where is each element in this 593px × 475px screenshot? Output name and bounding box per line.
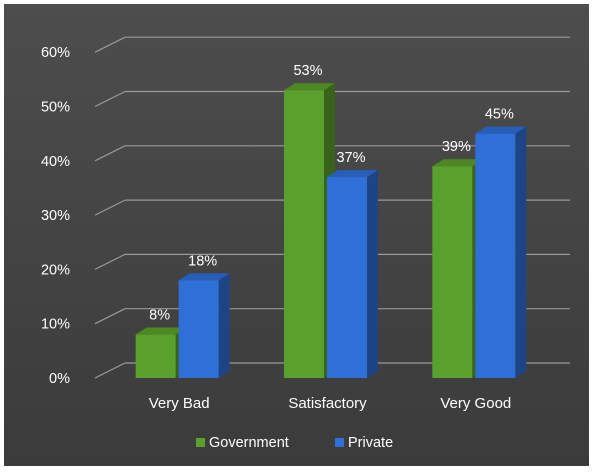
x-tick-label: Very Bad: [149, 395, 210, 412]
legend-swatch: [335, 438, 344, 447]
bar-private-very-good: [475, 126, 527, 379]
y-axis-ticks: 0% 10% 20% 30% 40% 50% 60%: [41, 45, 70, 387]
x-tick-label: Satisfactory: [288, 395, 367, 412]
y-tick-label: 20%: [41, 262, 70, 278]
bar-side: [218, 273, 230, 378]
y-tick-label: 60%: [41, 45, 70, 61]
y-tick-label: 30%: [41, 208, 70, 224]
gridline-depth: [94, 36, 126, 53]
data-label: 37%: [336, 150, 365, 166]
bars: [135, 83, 527, 379]
bar-top: [284, 83, 335, 91]
bar-private-very-bad: [178, 273, 230, 378]
gridline-depth: [94, 145, 126, 162]
bar-front: [432, 166, 473, 378]
x-axis-ticks: Very Bad Satisfactory Very Good: [149, 395, 512, 412]
legend-label: Private: [348, 435, 393, 451]
data-label: 39%: [442, 139, 471, 155]
bar-front: [475, 133, 516, 378]
bar-top: [327, 170, 378, 178]
legend-label: Government: [209, 435, 289, 451]
data-labels: 8% 18% 53% 37% 39% 45%: [149, 63, 514, 323]
bar-top: [475, 126, 527, 134]
bar-private-satisfactory: [327, 170, 378, 378]
data-label: 18%: [188, 253, 217, 269]
bar-side: [515, 126, 527, 379]
legend-swatch: [196, 438, 205, 447]
gridline-depth: [94, 308, 126, 325]
bar-top: [135, 327, 187, 335]
data-label: 8%: [149, 308, 170, 324]
gridline-depth: [94, 362, 126, 379]
gridline-depth: [94, 90, 126, 108]
y-tick-label: 10%: [41, 317, 70, 333]
gridline-depth: [94, 199, 126, 216]
bar-front: [284, 90, 324, 379]
bar-front: [178, 280, 219, 378]
legend-item: Private: [335, 435, 393, 451]
x-tick-label: Very Good: [440, 395, 511, 412]
bar-side: [367, 170, 378, 378]
y-tick-label: 0%: [49, 371, 70, 387]
bar-top: [432, 159, 484, 167]
legend-item: Government: [196, 435, 289, 451]
gridline-depth: [94, 253, 126, 270]
bar-government-satisfactory: [284, 83, 335, 379]
data-label: 45%: [485, 107, 514, 123]
y-tick-label: 50%: [41, 100, 70, 116]
legend: Government Private: [196, 435, 393, 451]
y-tick-label: 40%: [41, 154, 70, 170]
bar-top: [178, 273, 230, 281]
bar-front: [135, 334, 176, 378]
data-label: 53%: [293, 63, 322, 79]
bar-front: [327, 177, 367, 378]
